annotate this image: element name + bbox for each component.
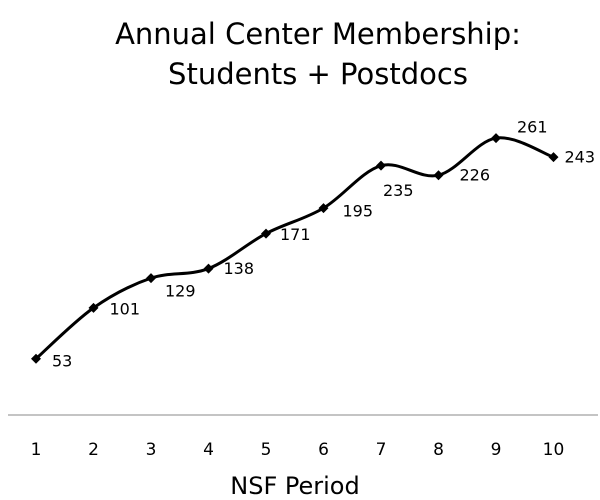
point bbox=[376, 160, 386, 171]
x-tick-label: 4 bbox=[203, 440, 214, 460]
point bbox=[203, 263, 214, 274]
chart-title: Students + Postdocs bbox=[168, 57, 468, 91]
point bbox=[548, 152, 559, 163]
x-tick-label: 2 bbox=[88, 440, 99, 460]
x-tick-label: 7 bbox=[376, 440, 387, 460]
x-axis-label: NSF Period bbox=[230, 472, 359, 500]
data-label: 138 bbox=[224, 259, 255, 278]
line bbox=[35, 136, 555, 360]
data-label: 243 bbox=[565, 148, 596, 167]
data-label: 261 bbox=[517, 118, 548, 137]
data-label: 53 bbox=[52, 351, 72, 370]
point bbox=[146, 273, 156, 284]
point bbox=[88, 302, 99, 313]
data-label: 235 bbox=[383, 181, 414, 200]
point bbox=[318, 203, 329, 214]
x-tick-label: 3 bbox=[146, 440, 157, 460]
x-tick-label: 9 bbox=[491, 440, 502, 460]
chart-title: Annual Center Membership: bbox=[115, 17, 521, 51]
point bbox=[491, 133, 501, 144]
data-label: 171 bbox=[280, 225, 311, 244]
point bbox=[261, 228, 271, 239]
x-tick-label: 5 bbox=[261, 440, 272, 460]
x-tick-label: 10 bbox=[543, 440, 565, 460]
x-tick-label: 8 bbox=[433, 440, 444, 460]
data-label: 195 bbox=[343, 202, 374, 221]
x-tick-label: 1 bbox=[31, 440, 42, 460]
x-tick-label: 6 bbox=[318, 440, 329, 460]
data-label: 226 bbox=[460, 166, 491, 185]
data-label: 129 bbox=[165, 282, 196, 301]
point bbox=[31, 353, 41, 364]
data-label: 101 bbox=[110, 299, 141, 318]
point bbox=[433, 170, 444, 181]
